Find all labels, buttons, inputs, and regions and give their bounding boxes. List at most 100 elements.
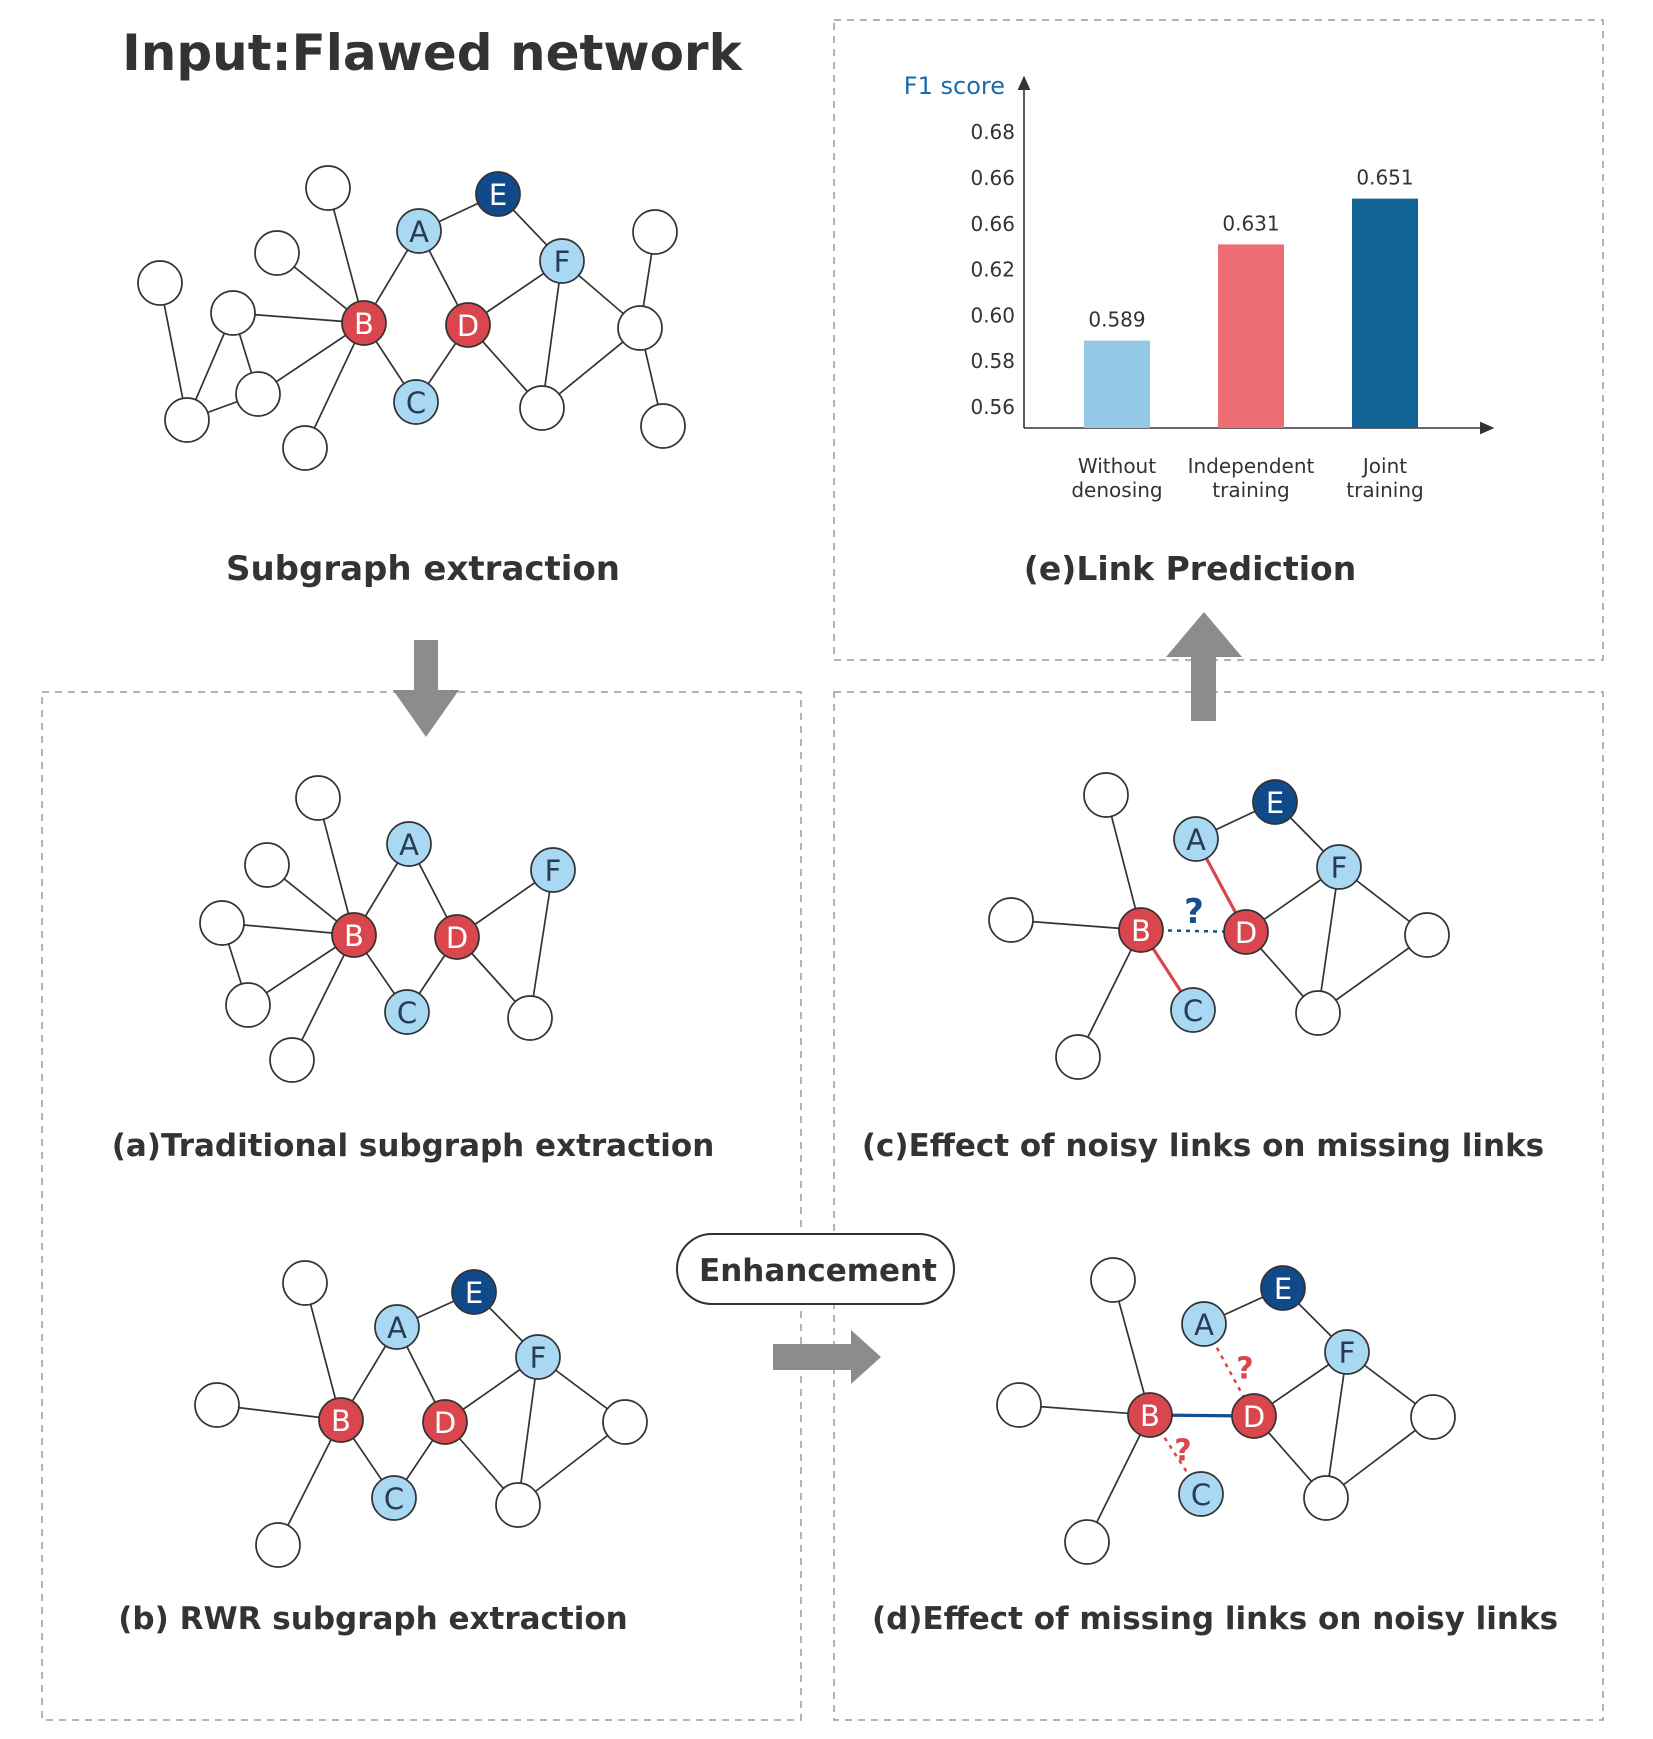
node-circle xyxy=(539,238,585,284)
node-circle xyxy=(519,385,565,431)
node-E: E xyxy=(1252,779,1298,825)
node-plain xyxy=(507,995,553,1041)
node-label-F: F xyxy=(554,245,571,279)
node-plain xyxy=(617,305,663,351)
y-tick-label: 0.66 xyxy=(970,166,1015,190)
node-circle xyxy=(475,171,521,217)
arrow-right-icon xyxy=(773,1330,881,1384)
node-plain xyxy=(305,165,351,211)
node-label-B: B xyxy=(1140,1399,1160,1433)
node-label-B: B xyxy=(344,919,364,953)
caption-a: (a)Traditional subgraph extraction xyxy=(112,1128,715,1164)
node-circle xyxy=(1404,912,1450,958)
node-circle xyxy=(254,230,300,276)
node-A: A xyxy=(1181,1301,1227,1347)
node-circle xyxy=(1252,779,1298,825)
node-plain xyxy=(1410,1394,1456,1440)
node-label-F: F xyxy=(530,1341,547,1375)
node-label-D: D xyxy=(1235,916,1257,950)
node-circle xyxy=(1295,990,1341,1036)
node-label-B: B xyxy=(331,1404,351,1438)
node-plain xyxy=(282,425,328,471)
node-circle xyxy=(1064,1519,1110,1565)
missing-link-question-mark: ? xyxy=(1184,892,1204,932)
node-A: A xyxy=(1173,816,1219,862)
node-circle xyxy=(515,1334,561,1380)
node-circle xyxy=(1178,1471,1224,1517)
node-label-F: F xyxy=(545,854,562,888)
graph-input-network: A B C D E F xyxy=(137,165,686,471)
node-plain xyxy=(244,842,290,888)
node-circle xyxy=(210,290,256,336)
node-circle xyxy=(1181,1301,1227,1347)
node-C: C xyxy=(1170,987,1216,1033)
node-plain xyxy=(194,1382,240,1428)
node-circle xyxy=(1324,1329,1370,1375)
node-label-A: A xyxy=(399,828,419,862)
node-plain xyxy=(1083,772,1129,818)
node-label-C: C xyxy=(397,996,417,1030)
node-plain xyxy=(996,1382,1042,1428)
node-E: E xyxy=(451,1269,497,1315)
node-circle xyxy=(371,1475,417,1521)
node-A: A xyxy=(396,208,442,254)
node-label-C: C xyxy=(384,1482,404,1516)
node-A: A xyxy=(374,1304,420,1350)
node-plain xyxy=(295,775,341,821)
node-plain xyxy=(1404,912,1450,958)
node-F: F xyxy=(1316,844,1362,890)
node-plain xyxy=(495,1482,541,1528)
node-circle xyxy=(1127,1392,1173,1438)
node-circle xyxy=(1223,909,1269,955)
edge-B-n1 xyxy=(317,797,355,936)
node-plain xyxy=(640,403,686,449)
edge-B-n7 xyxy=(304,322,365,449)
node-C: C xyxy=(384,989,430,1035)
caption-subgraph-extraction: Subgraph extraction xyxy=(226,549,620,589)
node-plain xyxy=(282,1260,328,1306)
node-plain xyxy=(602,1399,648,1445)
node-circle xyxy=(602,1399,648,1445)
node-plain xyxy=(255,1522,301,1568)
y-tick-label: 0.68 xyxy=(970,120,1015,144)
noisy-link-question-mark-ad: ? xyxy=(1236,1352,1253,1387)
enhancement-text: Enhancement xyxy=(699,1253,937,1289)
node-label-E: E xyxy=(1266,786,1284,820)
node-plain xyxy=(632,209,678,255)
node-circle xyxy=(164,397,210,443)
caption-e: (e)Link Prediction xyxy=(1024,549,1356,588)
node-circle xyxy=(1303,1475,1349,1521)
edge-F-n4 xyxy=(1325,1351,1348,1499)
graph-missing-links-effect: A B C D E F?? xyxy=(996,1257,1456,1565)
node-circle xyxy=(393,379,439,425)
node-circle xyxy=(384,989,430,1035)
node-label-D: D xyxy=(457,309,479,343)
panel-effects xyxy=(833,691,1604,1721)
node-circle xyxy=(282,425,328,471)
edge-F-n4 xyxy=(517,1356,539,1506)
caption-d: (d)Effect of missing links on noisy link… xyxy=(872,1601,1558,1637)
node-circle xyxy=(318,1397,364,1443)
bar-2 xyxy=(1352,198,1418,428)
node-plain xyxy=(988,897,1034,943)
node-label-F: F xyxy=(1331,851,1348,885)
edge-B-n3 xyxy=(277,1419,342,1546)
node-B: B xyxy=(1127,1392,1173,1438)
y-tick-label: 0.60 xyxy=(970,303,1015,327)
node-circle xyxy=(225,982,271,1028)
node-circle xyxy=(331,912,377,958)
node-circle xyxy=(341,300,387,346)
node-label-B: B xyxy=(1131,914,1151,948)
node-label-F: F xyxy=(1339,1336,1356,1370)
y-tick-label: 0.62 xyxy=(970,258,1015,282)
node-label-E: E xyxy=(465,1276,483,1310)
node-label-A: A xyxy=(1186,823,1206,857)
edge-F-n8 xyxy=(541,260,563,409)
arrow-down-icon xyxy=(393,640,459,737)
highlight-edge-B-C xyxy=(1148,1414,1203,1495)
node-circle xyxy=(295,775,341,821)
node-circle xyxy=(1170,987,1216,1033)
node-plain xyxy=(1064,1519,1110,1565)
node-plain xyxy=(254,230,300,276)
